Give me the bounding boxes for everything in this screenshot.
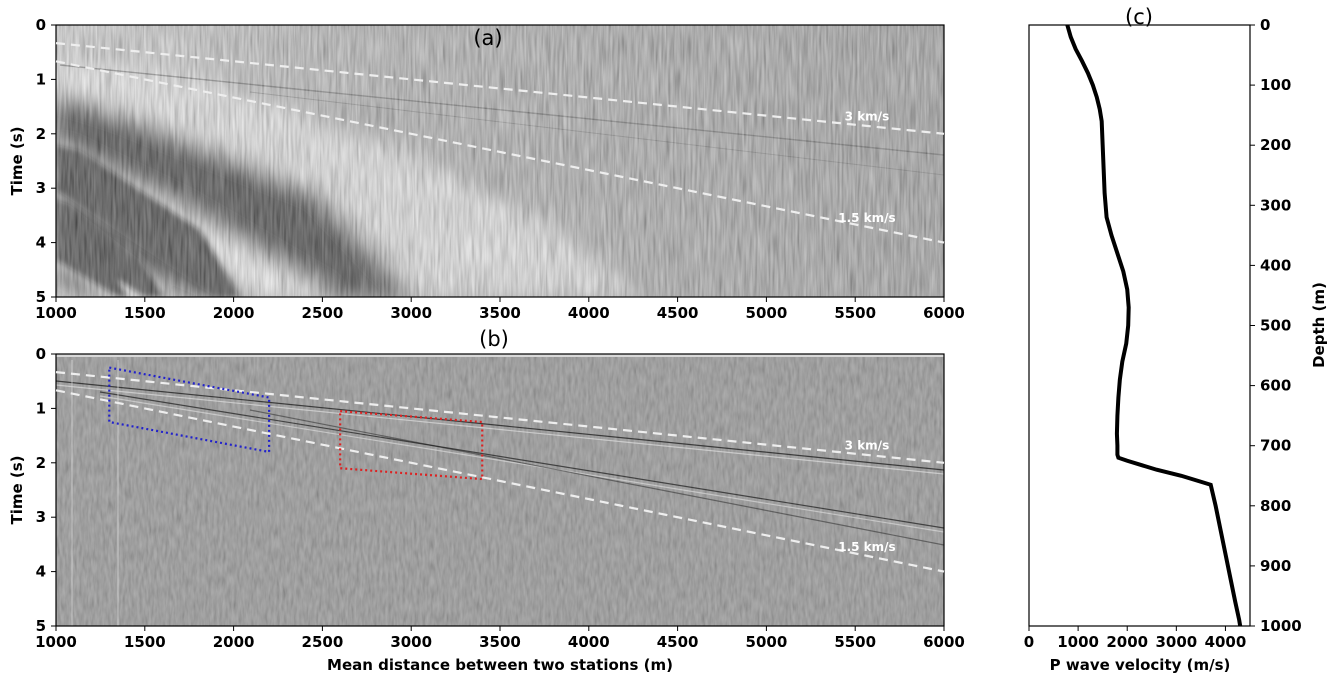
panel-c-ytick-label: 0 [1260,16,1270,34]
panel-b-velocity-line [55,371,945,464]
panel-c-plot [1065,24,1243,627]
panel-a-ytick-label: 1 [36,70,46,88]
panel-b-ytick-label: 5 [36,617,46,635]
panel-b-xtick-label: 6000 [923,633,965,651]
panel-a-xtick-label: 2500 [302,304,344,322]
panel-a-xtick-label: 4500 [657,304,699,322]
panel-b-ytick-label: 2 [36,454,46,472]
panel-a-ytick-label: 0 [36,16,46,34]
panel-b-velocity-line [55,389,945,573]
panel-b-ytick-label: 4 [36,563,46,581]
panel-c-ytick-label: 600 [1260,377,1291,395]
panel-b-xtick-label: 2000 [213,633,255,651]
panel-a-xtick-label: 5500 [834,304,876,322]
panel-c-xlabel: P wave velocity (m/s) [1050,656,1231,674]
panel-b-velocity-label: 1.5 km/s [838,540,895,554]
panel-b-ylabel: Time (s) [8,455,26,524]
panel-c-ytick-label: 800 [1260,497,1291,515]
panel-b-xtick-label: 5000 [746,633,788,651]
panel-a-velocity-line [55,60,945,244]
panel-a-ylabel: Time (s) [8,126,26,195]
panel-c-velocity-series [1065,24,1243,627]
panel-b-xtick-label: 1500 [124,633,166,651]
panel-b-xtick-label: 4500 [657,633,699,651]
panel-b-xtick-label: 4000 [568,633,610,651]
panel-a-xtick-label: 3000 [390,304,432,322]
panel-a-ytick-label: 4 [36,234,46,252]
panel-c-xtick-label: 3000 [1155,633,1197,651]
panel-a-title: (a) [473,26,502,50]
panel-b-xtick-label: 5500 [834,633,876,651]
panel-c-ylabel: Depth (m) [1310,282,1328,368]
panel-c-ytick-label: 300 [1260,196,1291,214]
panel-a-xtick-label: 4000 [568,304,610,322]
panel-b-title: (b) [479,327,509,351]
panel-c-ytick-label: 1000 [1260,617,1302,635]
panel-b-xtick-label: 3500 [479,633,521,651]
panel-c-frame [1028,24,1251,627]
panel-c-xtick-label: 1000 [1057,633,1099,651]
panel-a-velocity-label: 3 km/s [845,110,890,124]
panel-c-ytick-label: 700 [1260,437,1291,455]
panel-c-ytick-label: 900 [1260,557,1291,575]
panel-b: 3 km/s 1.5 km/s 1000 1500 2000 2500 3000 3500 4… [8,327,965,674]
panel-b-xtick-label: 1000 [35,633,77,651]
panel-a-xtick-label: 3500 [479,304,521,322]
panel-b-overlays: 3 km/s 1.5 km/s [55,366,945,573]
panel-a-xtick-label: 6000 [923,304,965,322]
panel-b-xlabel: Mean distance between two stations (m) [327,656,673,674]
panel-a: 3 km/s 1.5 km/s 1000 1500 2000 2500 3000 3500 4… [8,16,965,322]
panel-b-velocity-label: 3 km/s [845,439,890,453]
panel-a-ytick-label: 2 [36,125,46,143]
panel-a-overlays: 3 km/s 1.5 km/s [55,42,945,244]
panel-b-ytick-label: 3 [36,508,46,526]
panel-c-ytick-label: 500 [1260,317,1291,335]
panel-b-ytick-label: 0 [36,345,46,363]
panel-a-image [56,25,944,297]
panel-c-ytick-label: 100 [1260,76,1291,94]
panel-c-xtick-label: 0 [1024,633,1034,651]
panel-a-ytick-label: 5 [36,288,46,306]
panel-a-axes: 1000 1500 2000 2500 3000 3500 4000 4500 5000 5500… [35,16,965,322]
panel-c-ytick-label: 200 [1260,136,1291,154]
panel-c-title: (c) [1125,5,1153,29]
panel-c-xtick-label: 2000 [1106,633,1148,651]
panel-b-image [56,354,944,626]
panel-a-xtick-label: 1500 [124,304,166,322]
panel-b-axes: 1000 1500 2000 2500 3000 3500 4000 4500 5000 5500… [35,345,965,651]
panel-c-axes: 0 1000 2000 3000 4000 0 100 200 300 400 500 600 700 8… [1024,16,1302,651]
panel-a-velocity-label: 1.5 km/s [838,211,895,225]
panel-c: 0 1000 2000 3000 4000 0 100 200 300 400 500 600 700 8… [1024,5,1328,674]
panel-b-highlight-box [339,409,484,481]
panel-b-xtick-label: 2500 [302,633,344,651]
panel-a-xtick-label: 2000 [213,304,255,322]
panel-a-xtick-label: 5000 [746,304,788,322]
panel-b-ytick-label: 1 [36,399,46,417]
panel-a-xtick-label: 1000 [35,304,77,322]
panel-c-xtick-label: 4000 [1205,633,1247,651]
panel-a-velocity-line [55,42,945,135]
panel-c-ytick-label: 400 [1260,256,1291,274]
panel-b-xtick-label: 3000 [390,633,432,651]
panel-a-ytick-label: 3 [36,179,46,197]
